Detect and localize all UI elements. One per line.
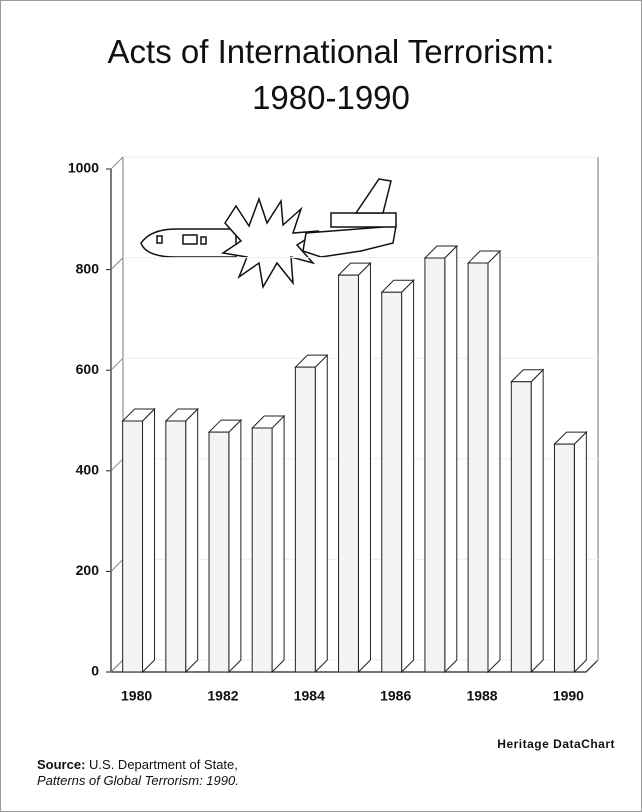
y-tick-label: 600 xyxy=(76,361,100,377)
bar-face xyxy=(358,263,370,672)
grid-line xyxy=(111,459,123,471)
bar-face xyxy=(339,275,359,672)
y-tick-label: 400 xyxy=(76,462,100,478)
grid-line xyxy=(111,358,123,370)
x-tick-label: 1980 xyxy=(121,688,152,704)
bar xyxy=(554,432,586,672)
x-tick-label: 1988 xyxy=(466,688,497,704)
bar-face xyxy=(382,292,402,672)
bar-face xyxy=(123,421,143,672)
bar xyxy=(209,420,241,672)
source-text: U.S. Department of State, xyxy=(89,757,238,772)
bar-face xyxy=(488,251,500,672)
bar-face xyxy=(272,416,284,672)
bar-face xyxy=(402,280,414,672)
bar xyxy=(123,409,155,672)
credit: Heritage DataChart xyxy=(497,737,615,751)
bar-face xyxy=(445,246,457,672)
x-tick-label: 1982 xyxy=(207,688,238,704)
bar-face xyxy=(315,355,327,672)
bar xyxy=(295,355,327,672)
bar xyxy=(382,280,414,672)
bar xyxy=(468,251,500,672)
bar-face xyxy=(511,382,531,672)
bar-face xyxy=(229,420,241,672)
bar-face xyxy=(554,444,574,672)
bar-face xyxy=(531,370,543,672)
grid-line xyxy=(111,157,123,169)
bar-face xyxy=(295,367,315,672)
bar xyxy=(339,263,371,672)
bar-face xyxy=(166,421,186,672)
y-tick-label: 0 xyxy=(91,663,99,679)
chart: 0 200 400 600 800 1000 1980 1982 1984 1986 1988 199… xyxy=(1,1,641,811)
bar-face xyxy=(209,432,229,672)
bar-face xyxy=(574,432,586,672)
x-tick-label: 1984 xyxy=(294,688,325,704)
bar-face xyxy=(252,428,272,672)
y-tick-label: 1000 xyxy=(68,160,99,176)
page: Acts of International Terrorism: 1980-19… xyxy=(0,0,642,812)
x-tick-label: 1990 xyxy=(553,688,584,704)
grid-line xyxy=(111,258,123,270)
bar xyxy=(511,370,543,672)
source-label: Source: xyxy=(37,757,85,772)
bar xyxy=(425,246,457,672)
bar-face xyxy=(143,409,155,672)
bar-face xyxy=(468,263,488,672)
bar-face xyxy=(186,409,198,672)
bar xyxy=(166,409,198,672)
grid-line xyxy=(111,660,123,672)
bar-face xyxy=(425,258,445,672)
y-tick-label: 800 xyxy=(76,260,100,276)
y-tick-label: 200 xyxy=(76,562,100,578)
grid-line xyxy=(111,559,123,571)
x-tick-label: 1986 xyxy=(380,688,411,704)
source-publication: Patterns of Global Terrorism: 1990. xyxy=(37,773,239,788)
source: Source: U.S. Department of State, Patter… xyxy=(37,757,239,789)
bar xyxy=(252,416,284,672)
